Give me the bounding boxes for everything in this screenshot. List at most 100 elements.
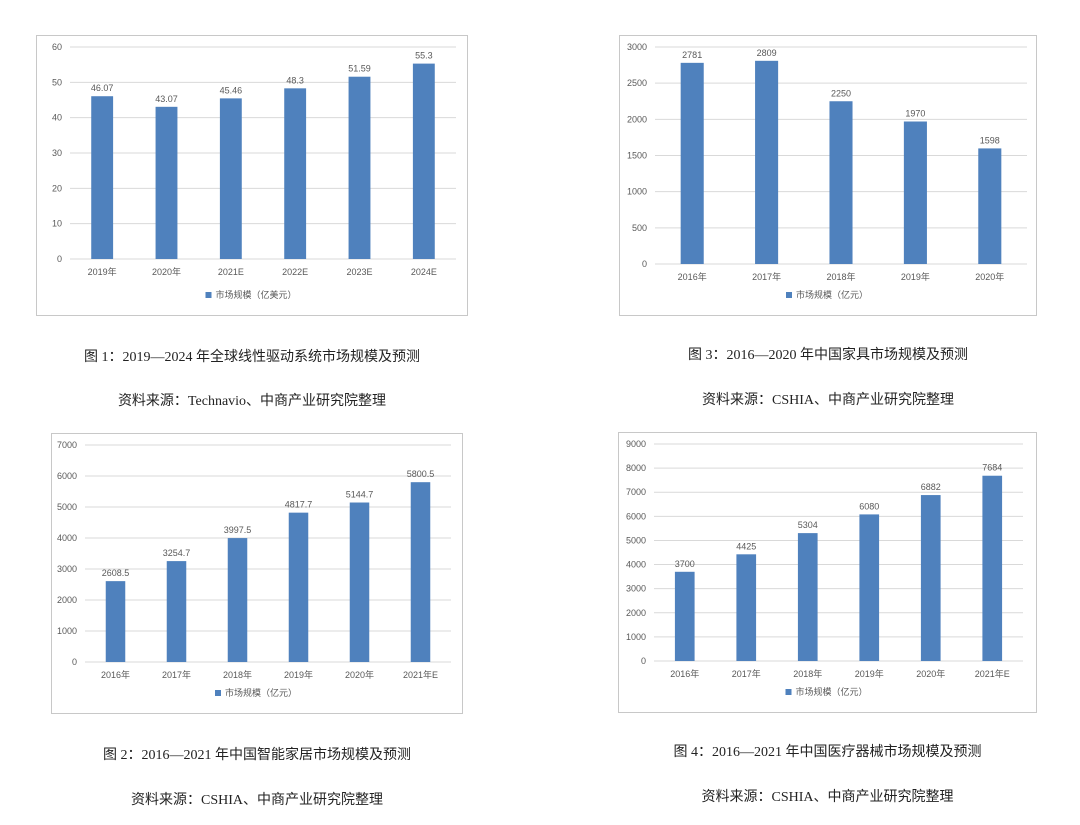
x-tick-label: 2018年	[223, 669, 252, 680]
x-tick-label: 2021E	[218, 267, 244, 277]
y-tick-label: 7000	[57, 440, 77, 450]
bar	[412, 63, 435, 260]
chart-1-global-linear-drive: 0 10 20 30 40 50 60 46.07 2019年 43.07 2020年 45.46 20…	[36, 35, 468, 316]
legend-swatch	[215, 690, 221, 696]
data-label: 4817.7	[285, 500, 313, 510]
y-tick-label: 3000	[626, 584, 646, 594]
bar	[155, 106, 178, 259]
data-label: 2781	[682, 50, 702, 60]
chart-4-svg: 0 1000 2000 3000 4000 5000 6000 7000 8000 9000 370…	[618, 432, 1037, 713]
y-tick-label: 7000	[626, 487, 646, 497]
y-tick-label: 4000	[626, 560, 646, 570]
data-label: 55.3	[415, 51, 433, 61]
data-label: 1598	[980, 135, 1000, 145]
data-label: 3700	[675, 559, 695, 569]
data-label: 7684	[982, 463, 1002, 473]
chart-1-caption: 图 1：2019—2024 年全球线性驱动系统市场规模及预测	[84, 350, 420, 365]
bar	[829, 101, 853, 264]
y-tick-label: 30	[52, 148, 62, 158]
x-tick-label: 2018年	[826, 271, 855, 282]
x-tick-label: 2017年	[732, 668, 761, 679]
x-tick-label: 2017年	[752, 271, 781, 282]
data-label: 48.3	[286, 75, 304, 85]
x-tick-label: 2020年	[916, 668, 945, 679]
data-label: 5144.7	[346, 490, 374, 500]
chart-frame	[51, 433, 463, 714]
bar	[920, 495, 941, 661]
x-tick-label: 2023E	[346, 267, 372, 277]
bar	[227, 538, 248, 662]
bar	[978, 148, 1002, 264]
x-tick-label: 2021年E	[403, 669, 438, 680]
bar	[348, 76, 371, 259]
chart-3-caption: 图 3：2016—2020 年中国家具市场规模及预测	[688, 348, 968, 363]
y-tick-label: 0	[642, 259, 647, 269]
bar	[755, 60, 779, 264]
bar	[859, 514, 880, 661]
data-label: 4425	[736, 541, 756, 551]
y-tick-label: 50	[52, 77, 62, 87]
chart-2-caption: 图 2：2016—2021 年中国智能家居市场规模及预测	[103, 748, 411, 763]
y-tick-label: 6000	[57, 471, 77, 481]
bar	[105, 581, 126, 662]
x-tick-label: 2019年	[901, 271, 930, 282]
y-tick-label: 6000	[626, 511, 646, 521]
chart-1-svg: 0 10 20 30 40 50 60 46.07 2019年 43.07 2020年 45.46 20…	[36, 35, 468, 316]
chart-1-source: 资料来源：Technavio、中商产业研究院整理	[117, 394, 387, 409]
bar	[349, 502, 370, 662]
bar	[91, 96, 114, 259]
chart-4-source: 资料来源：CSHIA、中商产业研究院整理	[701, 790, 954, 805]
y-tick-label: 500	[632, 223, 647, 233]
chart-2-source: 资料来源：CSHIA、中商产业研究院整理	[130, 793, 383, 808]
x-tick-label: 2020年	[975, 271, 1004, 282]
x-tick-label: 2016年	[670, 668, 699, 679]
x-tick-label: 2016年	[101, 669, 130, 680]
y-tick-label: 20	[52, 183, 62, 193]
y-tick-label: 0	[72, 657, 77, 667]
x-tick-label: 2024E	[411, 267, 437, 277]
bar	[288, 512, 309, 662]
data-label: 2608.5	[102, 568, 130, 578]
data-label: 43.07	[155, 94, 178, 104]
chart-3-svg: 0 500 1000 1500 2000 2500 3000 2781 2016年 2809 201…	[619, 35, 1037, 316]
y-tick-label: 2000	[627, 114, 647, 124]
legend-label: 市场规模（亿美元）	[216, 289, 297, 300]
bar	[903, 121, 927, 265]
bar	[736, 554, 757, 661]
data-label: 3254.7	[163, 548, 191, 558]
chart-3-china-furniture: 0 500 1000 1500 2000 2500 3000 2781 2016年 2809 201…	[619, 35, 1037, 316]
data-label: 45.46	[220, 85, 243, 95]
x-tick-label: 2019年	[855, 668, 884, 679]
y-tick-label: 8000	[626, 463, 646, 473]
y-tick-label: 2000	[626, 608, 646, 618]
x-tick-label: 2022E	[282, 267, 308, 277]
bar	[284, 88, 307, 259]
data-label: 5304	[798, 520, 818, 530]
x-tick-label: 2019年	[284, 669, 313, 680]
y-tick-label: 40	[52, 113, 62, 123]
y-tick-label: 3000	[627, 42, 647, 52]
y-tick-label: 2000	[57, 595, 77, 605]
bar	[674, 571, 695, 661]
y-tick-label: 5000	[57, 502, 77, 512]
x-tick-label: 2020年	[152, 266, 181, 277]
data-label: 6080	[859, 501, 879, 511]
bar	[166, 561, 187, 662]
bar	[219, 98, 242, 259]
bar	[680, 62, 704, 264]
y-tick-label: 0	[57, 254, 62, 264]
bar	[410, 482, 431, 662]
x-tick-label: 2018年	[793, 668, 822, 679]
data-label: 5800.5	[407, 469, 435, 479]
y-tick-label: 2500	[627, 78, 647, 88]
legend-label: 市场规模（亿元）	[796, 289, 868, 300]
y-tick-label: 3000	[57, 564, 77, 574]
chart-4-china-medical-devices: 0 1000 2000 3000 4000 5000 6000 7000 8000 9000 370…	[618, 432, 1037, 713]
data-label: 3997.5	[224, 525, 252, 535]
legend-swatch	[785, 689, 792, 695]
y-tick-label: 9000	[626, 439, 646, 449]
legend-label: 市场规模（亿元）	[225, 687, 297, 698]
y-tick-label: 1000	[57, 626, 77, 636]
y-tick-label: 4000	[57, 533, 77, 543]
bar	[797, 533, 818, 661]
